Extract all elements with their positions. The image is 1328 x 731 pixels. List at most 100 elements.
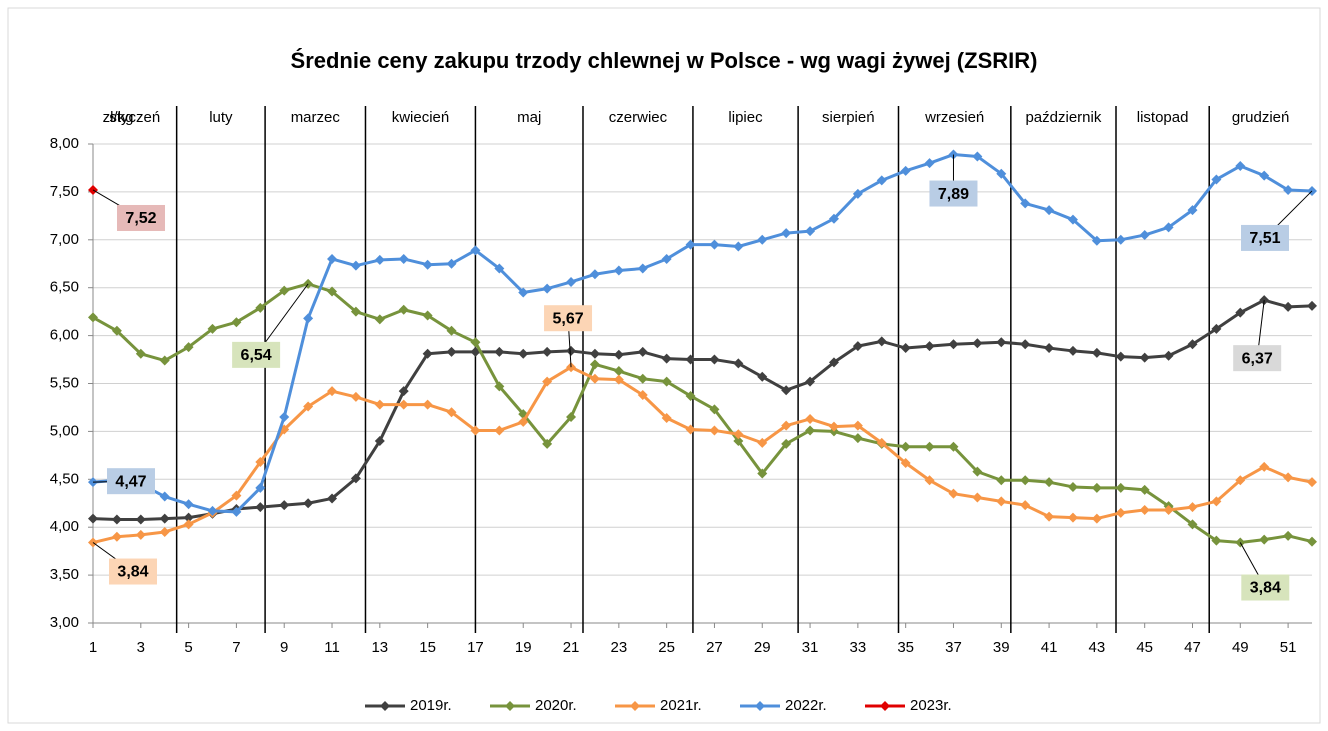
data-point [183, 342, 194, 353]
data-point [637, 263, 648, 274]
data-point [709, 239, 720, 250]
data-point [1044, 511, 1055, 522]
data-point [1283, 530, 1294, 541]
data-point [398, 253, 409, 264]
data-point [1211, 496, 1222, 507]
data-point [422, 348, 433, 359]
data-point [996, 168, 1007, 179]
callout-box [1241, 574, 1290, 601]
data-point [374, 314, 385, 325]
data-point [1163, 222, 1174, 233]
data-point [398, 399, 409, 410]
callout-box [109, 558, 157, 585]
data-point [996, 337, 1007, 348]
data-point [327, 253, 338, 264]
x-tick-label: 31 [802, 639, 819, 656]
month-label: marzec [291, 109, 341, 126]
data-point [518, 348, 529, 359]
data-point [159, 526, 170, 537]
x-tick-label: 21 [563, 639, 580, 656]
data-point [852, 420, 863, 431]
data-point [1067, 214, 1078, 225]
data-point [111, 514, 122, 525]
data-point [494, 346, 505, 357]
data-point [1283, 472, 1294, 483]
x-tick-label: 13 [371, 639, 388, 656]
data-point [398, 304, 409, 315]
data-point [327, 493, 338, 504]
data-point [1187, 339, 1198, 350]
x-tick-label: 47 [1184, 639, 1201, 656]
data-point [303, 498, 314, 509]
data-point [924, 341, 935, 352]
data-point [1044, 343, 1055, 354]
data-point [374, 254, 385, 265]
data-point [327, 286, 338, 297]
data-label: 4,47 [115, 473, 146, 490]
data-point [852, 341, 863, 352]
data-point [613, 374, 624, 385]
data-point [1091, 347, 1102, 358]
x-tick-label: 19 [515, 639, 532, 656]
data-point [1307, 300, 1317, 311]
data-point [1020, 500, 1031, 511]
data-point [422, 399, 433, 410]
data-point [805, 413, 816, 424]
data-point [876, 336, 887, 347]
month-label: grudzień [1232, 109, 1290, 126]
data-point [494, 263, 505, 274]
data-point [88, 513, 98, 524]
data-point [589, 373, 600, 384]
data-point [279, 412, 290, 423]
data-point [589, 348, 600, 359]
x-tick-label: 35 [897, 639, 914, 656]
data-point [972, 466, 983, 477]
data-point [733, 429, 744, 440]
data-point [566, 276, 577, 287]
month-label: listopad [1137, 109, 1189, 126]
data-point [876, 437, 887, 448]
data-point [828, 421, 839, 432]
data-point [183, 512, 194, 523]
data-label: 7,52 [125, 210, 156, 227]
data-point [685, 424, 696, 435]
data-point [661, 376, 672, 387]
data-point [781, 385, 792, 396]
data-label: 5,67 [552, 310, 583, 327]
data-point [757, 468, 768, 479]
data-point [1044, 205, 1055, 216]
x-tick-label: 37 [945, 639, 962, 656]
data-point [374, 435, 385, 446]
data-point [207, 323, 218, 334]
x-tick-label: 3 [137, 639, 145, 656]
data-point [350, 306, 361, 317]
month-label: sierpień [822, 109, 875, 126]
data-point [446, 325, 457, 336]
data-point [948, 488, 959, 499]
data-point [518, 287, 529, 298]
data-point [781, 420, 792, 431]
month-label: styczeń [109, 109, 160, 126]
data-point [1163, 350, 1174, 361]
data-point [374, 399, 385, 410]
data-point [924, 158, 935, 169]
data-point [757, 234, 768, 245]
legend-marker [755, 701, 765, 711]
data-point [1091, 482, 1102, 493]
data-point [159, 491, 170, 502]
x-tick-label: 43 [1089, 639, 1106, 656]
y-tick-label: 8,00 [50, 135, 79, 152]
data-point [733, 241, 744, 252]
y-axis-label: zł/kg [103, 109, 134, 126]
x-tick-label: 9 [280, 639, 288, 656]
data-point [781, 438, 792, 449]
data-point [972, 151, 983, 162]
legend-marker [505, 701, 515, 711]
data-point [398, 386, 409, 397]
x-tick-label: 11 [324, 639, 340, 656]
data-point [805, 376, 816, 387]
legend-label: 2022r. [785, 697, 827, 714]
data-point [207, 505, 218, 516]
legend-label: 2021r. [660, 697, 702, 714]
